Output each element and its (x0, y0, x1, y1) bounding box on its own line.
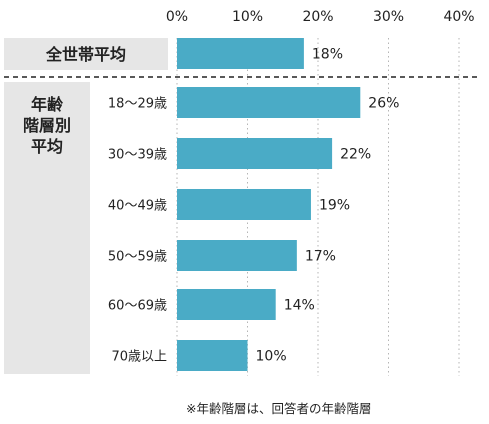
group-label-overall: 全世帯平均 (45, 45, 126, 64)
category-label: 18～29歳 (108, 97, 167, 112)
data-label: 17% (305, 249, 336, 265)
data-label: 26% (368, 96, 399, 112)
group-box-age (4, 82, 90, 374)
data-label: 19% (319, 198, 350, 214)
data-label: 18% (312, 47, 343, 63)
bar (177, 340, 248, 371)
x-tick-label: 40% (443, 9, 474, 25)
bars: 18% 26% 18～29歳 22% 30～39歳 19% 40～49歳 17% 50～59歳 1… (108, 38, 399, 371)
data-label: 22% (340, 147, 371, 163)
group-label-age-line3: 平均 (31, 137, 63, 156)
category-label: 60～69歳 (108, 299, 167, 314)
x-tick-label: 10% (232, 9, 263, 25)
bar (177, 38, 304, 69)
group-label-age-line2: 階層別 (23, 116, 71, 135)
bar (177, 189, 311, 220)
x-tick-label: 20% (302, 9, 333, 25)
category-label: 70歳以上 (111, 350, 167, 365)
x-tick-label: 0% (166, 9, 188, 25)
bar (177, 138, 333, 169)
x-axis-ticks: 0% 10% 20% 30% 40% (166, 9, 475, 25)
x-tick-label: 30% (373, 9, 404, 25)
data-label: 14% (284, 298, 315, 314)
category-label: 30～39歳 (108, 148, 167, 163)
category-label: 50～59歳 (108, 250, 167, 265)
bar (177, 240, 297, 271)
bar (177, 87, 361, 118)
footnote: ※年齢階層は、回答者の年齢階層 (186, 401, 371, 416)
group-box-overall (4, 38, 168, 70)
category-label: 40～49歳 (108, 199, 167, 214)
data-label: 10% (256, 349, 287, 365)
bar (177, 289, 276, 320)
group-label-age-line1: 年齢 (31, 95, 64, 114)
